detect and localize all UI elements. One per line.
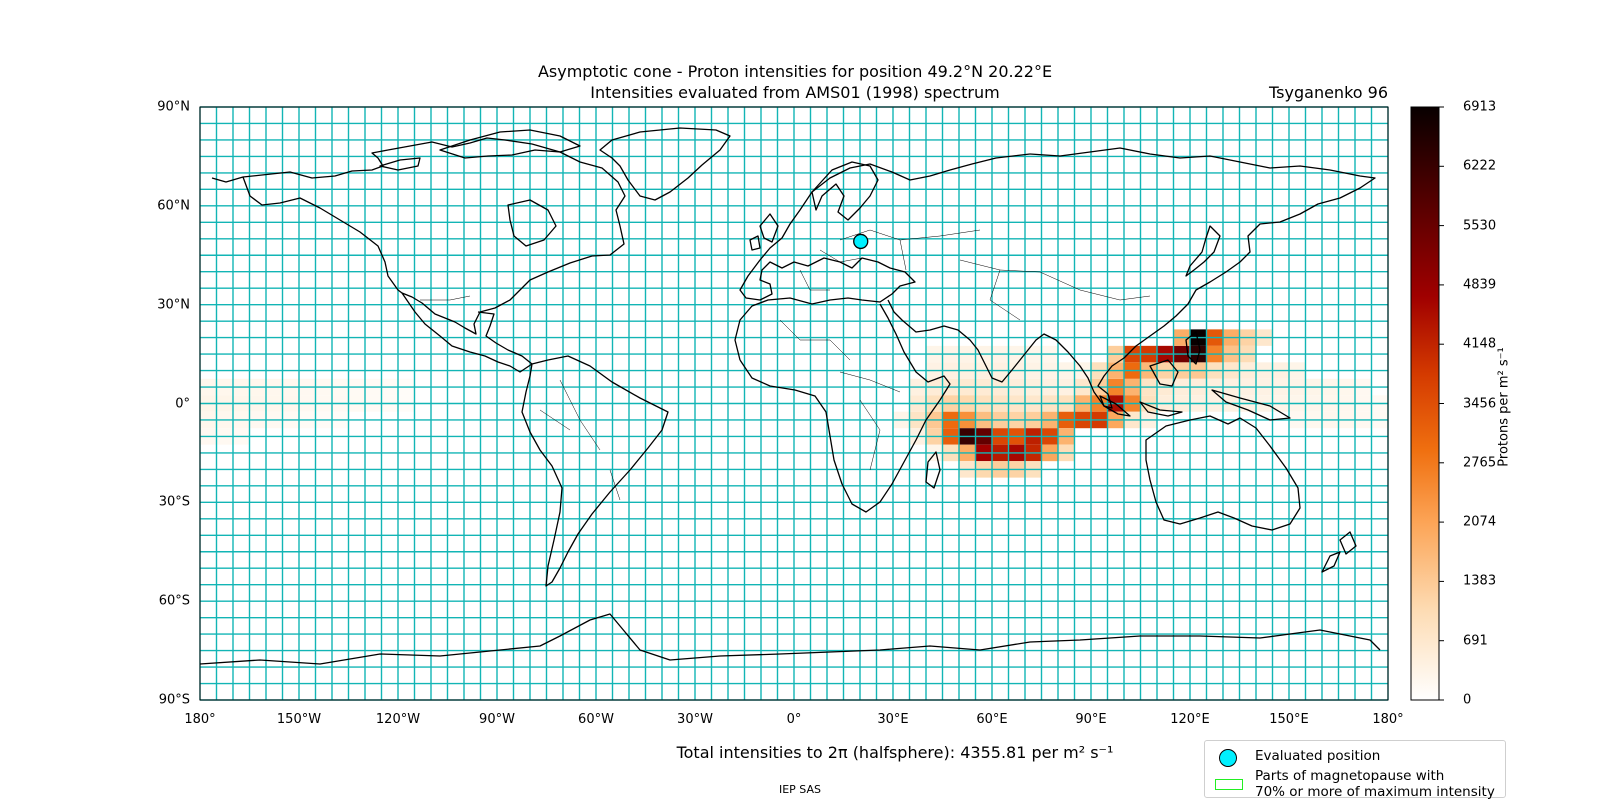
colorbar-label: Protons per m² s⁻¹ (1496, 347, 1512, 467)
evaluated-position-legend-marker (1219, 749, 1237, 767)
legend-magnetopause-label: Parts of magnetopause with 70% or more o… (1255, 768, 1495, 800)
coastline-australia (1145, 415, 1301, 531)
map-title: Asymptotic cone - Proton intensities for… (537, 62, 1053, 81)
longitude-tick-label: 60°E (976, 712, 1008, 727)
cone-grid (199, 106, 1389, 701)
coastline-africa (739, 303, 951, 513)
coastline-philippines (1185, 331, 1201, 365)
coastlines (199, 127, 1381, 665)
latitude-tick-label: 90°N (157, 99, 190, 115)
coastline-south-america (521, 355, 669, 587)
longitude-tick-label: 120°E (1170, 712, 1210, 727)
coastline-north-america-west (242, 176, 403, 294)
longitude-tick-label: 90°W (479, 712, 515, 727)
coastline-asia (887, 147, 1376, 409)
colorbar-tick-label: 2765 (1463, 455, 1497, 471)
coastline-north-america (211, 137, 626, 373)
coastline-europe (734, 153, 1031, 361)
latitude-tick-label: 30°S (158, 494, 190, 510)
colorbar-tick-label: 0 (1463, 692, 1472, 708)
plot-frame (199, 106, 1389, 701)
total-intensity-text: Total intensities to 2π (halfsphere): 43… (676, 743, 1114, 762)
latitude-tick-label: 60°S (158, 593, 190, 609)
longitude-tick-label: 90°E (1075, 712, 1107, 727)
legend: Evaluated position Parts of magnetopause… (1204, 740, 1506, 800)
colorbar-tick-label: 5530 (1463, 218, 1497, 234)
coastline-arctic-islands (379, 129, 581, 171)
evaluated-position-point (853, 233, 869, 250)
coastline-british-isles (749, 213, 779, 251)
colorbar-tick-label: 4839 (1463, 277, 1497, 293)
colorbar-tick-label: 3456 (1463, 396, 1497, 411)
longitude-tick-label: 180° (1372, 712, 1404, 727)
longitude-tick-label: 0° (786, 712, 802, 727)
colorbar-tick-label: 6222 (1463, 158, 1497, 174)
longitude-tick-label: 120°W (375, 712, 421, 727)
colorbar-tick-label: 1383 (1463, 573, 1497, 589)
coastline-hudson-bay (507, 199, 557, 247)
longitude-tick-label: 150°E (1269, 712, 1309, 727)
longitude-tick-label: 60°W (578, 712, 614, 727)
latitude-tick-label: 60°N (157, 198, 190, 214)
longitude-tick-label: 150°W (276, 712, 322, 727)
map-frame (199, 106, 1389, 701)
longitude-tick-label: 180° (184, 712, 216, 727)
evaluated-position-marker (853, 233, 869, 250)
colorbar-tick-label: 691 (1463, 633, 1488, 649)
coastline-scandinavia (811, 161, 879, 221)
coastline-new-zealand (1321, 531, 1357, 573)
latitude-tick-label: 90°S (158, 692, 190, 708)
latitude-tick-label: 30°N (157, 297, 190, 313)
coastline-indonesia (1099, 359, 1291, 421)
colorbar-tick-label: 4148 (1463, 336, 1497, 352)
coastline-madagascar (925, 451, 941, 489)
colorbar-tick-label: 6913 (1463, 99, 1497, 115)
coastline-antarctica (199, 613, 1381, 665)
longitude-tick-label: 30°W (677, 712, 713, 727)
coastline-greenland (599, 127, 731, 201)
coastline-japan (1185, 225, 1221, 277)
country-borders (420, 229, 1151, 501)
latitude-tick-label: 0° (175, 396, 190, 411)
colorbar-tick-label: 2074 (1463, 514, 1497, 530)
map-subtitle: Intensities evaluated from AMS01 (1998) … (590, 83, 1000, 102)
field-model-label: Tsyganenko 96 (1269, 83, 1388, 102)
magnetopause-legend-swatch (1215, 779, 1243, 790)
legend-evaluated-position-label: Evaluated position (1255, 748, 1381, 764)
longitude-tick-label: 30°E (877, 712, 909, 727)
border-lines (420, 229, 1151, 501)
institute-label: IEP SAS (778, 783, 822, 796)
